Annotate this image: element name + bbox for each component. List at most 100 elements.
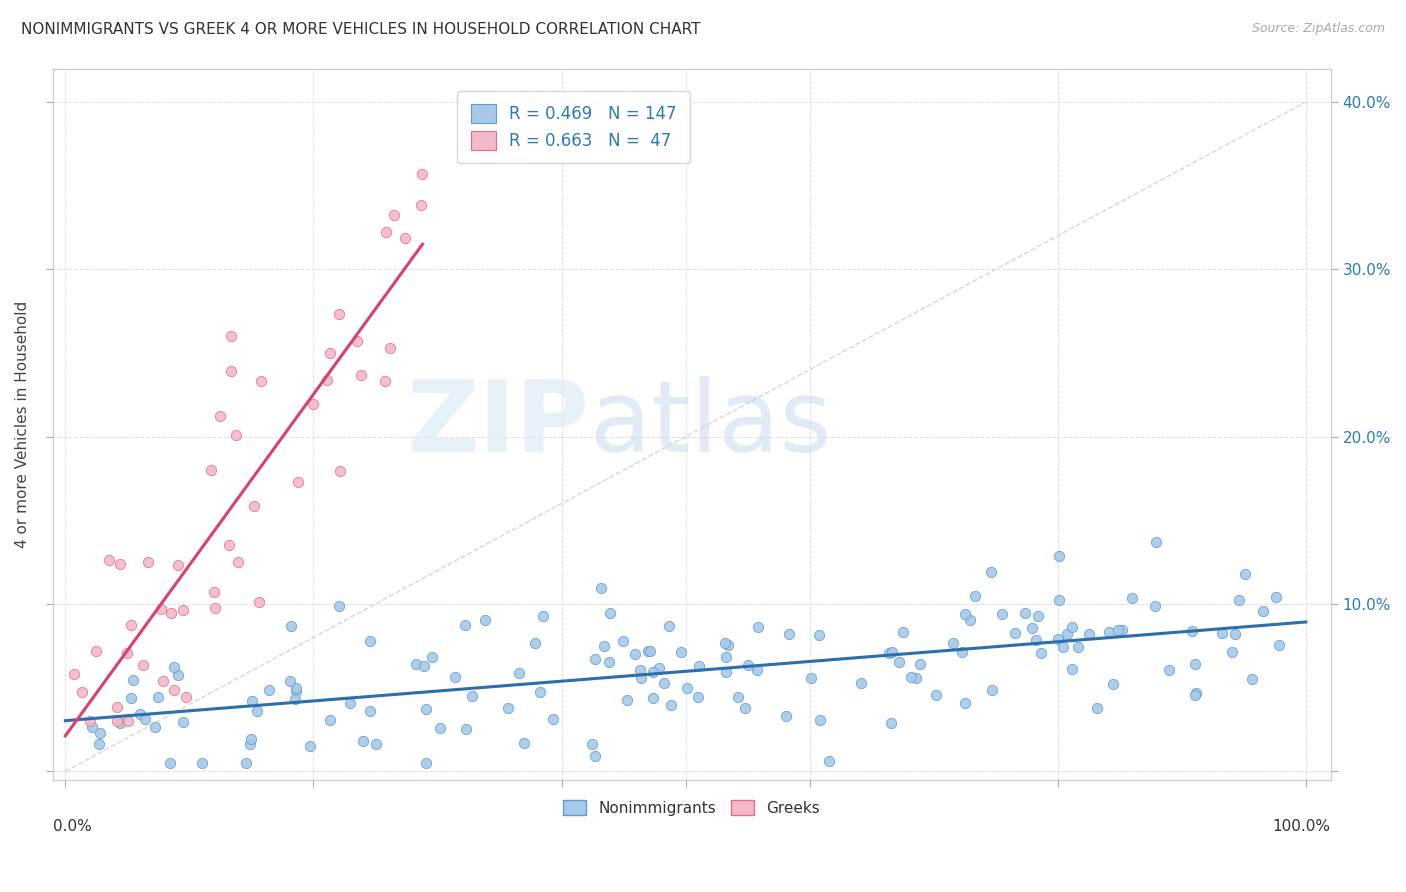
Point — [98, 553, 121, 567]
Point — [159, 756, 181, 770]
Point — [122, 673, 145, 687]
Point — [412, 659, 434, 673]
Point — [328, 308, 350, 322]
Point — [115, 646, 138, 660]
Point — [1234, 567, 1257, 582]
Point — [339, 696, 361, 710]
Point — [411, 167, 433, 181]
Point — [778, 626, 800, 640]
Point — [247, 595, 270, 609]
Point — [1157, 663, 1180, 677]
Point — [375, 225, 398, 239]
Point — [508, 666, 530, 681]
Point — [380, 341, 402, 355]
Point — [1223, 627, 1246, 641]
Point — [1062, 620, 1084, 634]
Point — [226, 556, 249, 570]
Point — [688, 659, 710, 673]
Point — [513, 736, 536, 750]
Point — [242, 500, 264, 514]
Point — [659, 698, 682, 712]
Point — [204, 600, 226, 615]
Point — [1143, 599, 1166, 613]
Point — [285, 683, 308, 698]
Point — [134, 712, 156, 726]
Point — [910, 657, 932, 672]
Point — [146, 690, 169, 705]
Point — [301, 396, 323, 410]
Point — [583, 652, 606, 666]
Text: atlas: atlas — [589, 376, 831, 473]
Point — [529, 685, 551, 699]
Point — [669, 645, 692, 659]
Point — [800, 671, 823, 685]
Point — [84, 643, 107, 657]
Point — [163, 659, 186, 673]
Point — [105, 714, 128, 728]
Point — [583, 749, 606, 764]
Point — [496, 700, 519, 714]
Point — [1107, 623, 1129, 637]
Point — [879, 646, 901, 660]
Point — [318, 346, 340, 360]
Point — [1014, 606, 1036, 620]
Point — [737, 658, 759, 673]
Point — [176, 690, 198, 704]
Point — [638, 644, 661, 658]
Point — [474, 613, 496, 627]
Point — [675, 681, 697, 696]
Point — [79, 714, 101, 728]
Point — [208, 409, 231, 424]
Point — [734, 701, 756, 715]
Point — [599, 606, 621, 620]
Point — [240, 731, 263, 746]
Text: 100.0%: 100.0% — [1272, 819, 1330, 834]
Point — [980, 565, 1002, 579]
Point — [429, 721, 451, 735]
Point — [219, 364, 242, 378]
Point — [716, 649, 738, 664]
Point — [1253, 604, 1275, 618]
Point — [1004, 626, 1026, 640]
Point — [128, 706, 150, 721]
Point — [654, 676, 676, 690]
Point — [1077, 627, 1099, 641]
Point — [745, 663, 768, 677]
Point — [287, 475, 309, 490]
Point — [359, 704, 381, 718]
Point — [160, 606, 183, 620]
Point — [1026, 608, 1049, 623]
Point — [1181, 624, 1204, 639]
Point — [200, 463, 222, 477]
Point — [641, 690, 664, 705]
Point — [346, 334, 368, 348]
Point — [851, 675, 873, 690]
Point — [714, 665, 737, 679]
Point — [136, 555, 159, 569]
Point — [329, 463, 352, 477]
Point — [63, 666, 86, 681]
Point — [1102, 677, 1125, 691]
Point — [120, 617, 142, 632]
Point — [981, 682, 1004, 697]
Point — [1052, 640, 1074, 655]
Point — [405, 657, 427, 671]
Point — [80, 720, 103, 734]
Point — [893, 625, 915, 640]
Point — [202, 584, 225, 599]
Point — [240, 694, 263, 708]
Point — [965, 589, 987, 603]
Point — [415, 756, 437, 770]
Point — [624, 647, 647, 661]
Point — [1098, 625, 1121, 640]
Point — [592, 639, 614, 653]
Point — [953, 696, 976, 710]
Point — [359, 634, 381, 648]
Text: ZIP: ZIP — [406, 376, 589, 473]
Point — [686, 690, 709, 704]
Point — [1067, 640, 1090, 654]
Point — [925, 688, 948, 702]
Text: NONIMMIGRANTS VS GREEK 4 OR MORE VEHICLES IN HOUSEHOLD CORRELATION CHART: NONIMMIGRANTS VS GREEK 4 OR MORE VEHICLE… — [21, 22, 700, 37]
Point — [991, 607, 1014, 621]
Point — [163, 682, 186, 697]
